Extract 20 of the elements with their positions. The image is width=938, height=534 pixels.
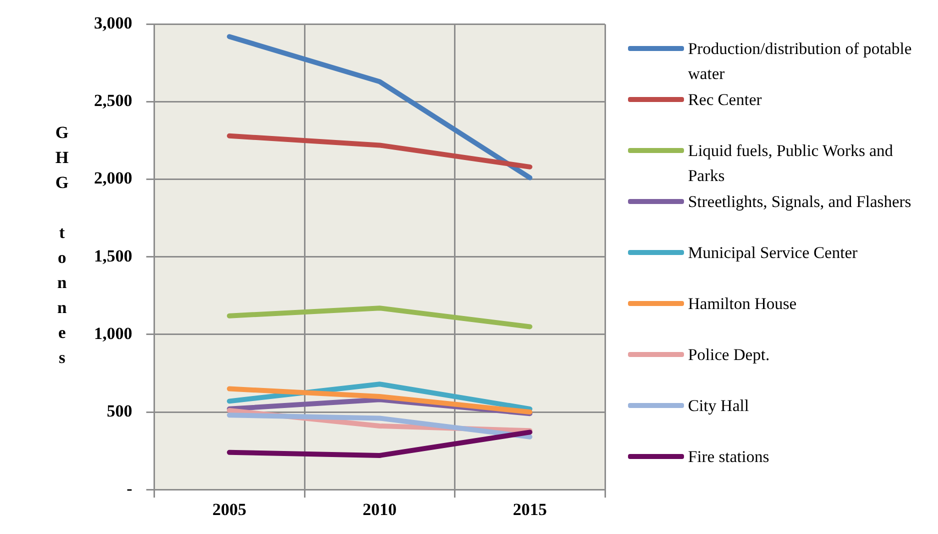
legend-label: Fire stations — [688, 446, 770, 468]
legend-label: City Hall — [688, 395, 750, 417]
y-tick-label: 3,000 — [94, 14, 132, 33]
legend-label: Streetlights, Signals, and Flashers — [688, 191, 912, 213]
legend-label: Liquid fuels, Public Works and Parks — [688, 140, 894, 187]
y-tick-label: 500 — [106, 401, 132, 420]
x-tick-label: 2005 — [212, 500, 246, 520]
y-tick-label: - — [126, 478, 133, 498]
y-tick-label: 2,500 — [94, 91, 132, 110]
y-tick-label: 1,500 — [94, 246, 132, 266]
x-tick-label: 2015 — [512, 500, 547, 520]
y-tick-label: 1,000 — [94, 324, 132, 343]
x-tick-label: 2010 — [362, 500, 397, 520]
legend-label: Municipal Service Center — [688, 242, 859, 264]
y-tick-label: 2,000 — [94, 168, 132, 188]
legend-label: Rec Center — [688, 89, 763, 111]
text: GHG tonnes — [55, 123, 69, 367]
legend-label: Production/distribution of potable water — [688, 38, 913, 85]
legend-label: Police Dept. — [688, 344, 771, 366]
legend-label: Hamilton House — [688, 293, 798, 315]
